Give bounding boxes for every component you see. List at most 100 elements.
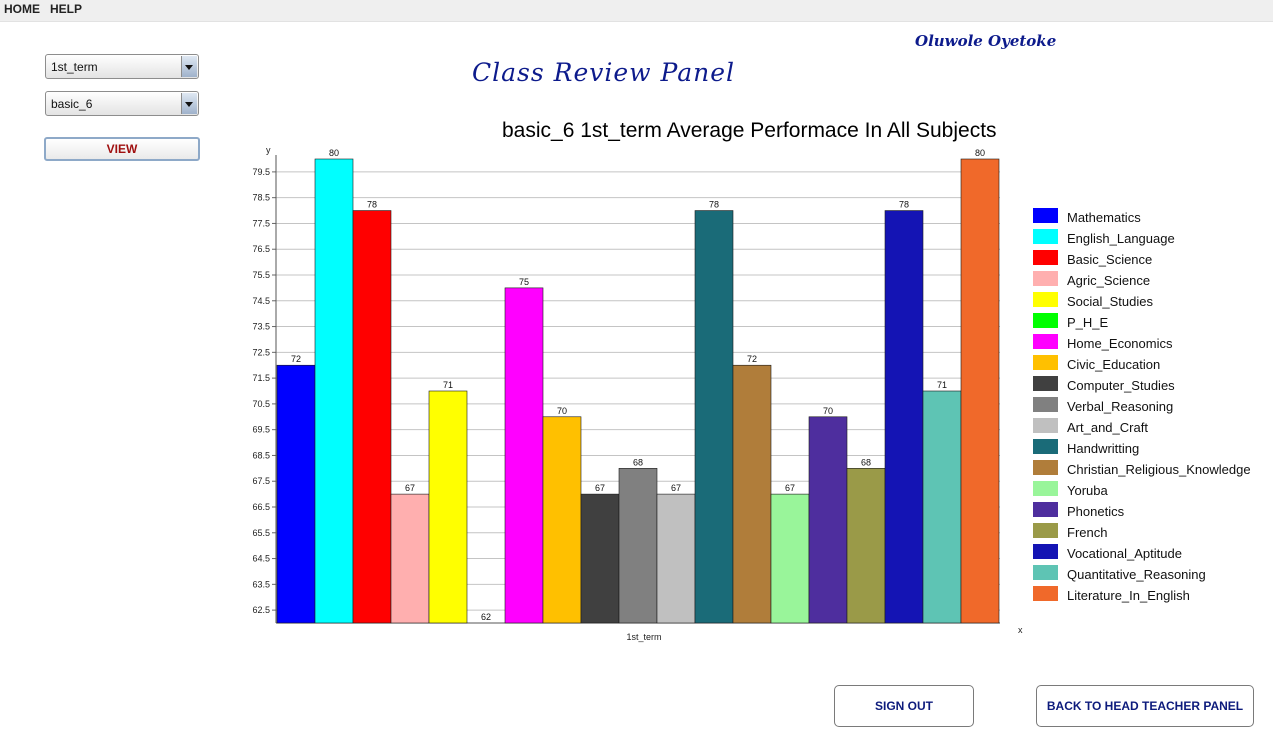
y-tick-label: 63.5 (252, 579, 270, 589)
y-tick-label: 74.5 (252, 296, 270, 306)
legend-swatch (1033, 502, 1058, 517)
back-to-head-teacher-button[interactable]: BACK TO HEAD TEACHER PANEL (1036, 685, 1254, 727)
bar (618, 468, 658, 624)
class-select-value: basic_6 (51, 97, 93, 111)
legend-label: Literature_In_English (1067, 588, 1190, 603)
y-tick-label: 68.5 (252, 450, 270, 460)
bar (656, 493, 696, 624)
chevron-down-icon[interactable] (181, 56, 197, 77)
y-tick-label: 71.5 (252, 373, 270, 383)
term-select-value: 1st_term (51, 60, 98, 74)
bar (922, 390, 962, 624)
bar-value-label: 67 (671, 483, 681, 493)
legend-label: Quantitative_Reasoning (1067, 567, 1206, 582)
legend-swatch (1033, 397, 1058, 412)
bar-value-label: 68 (861, 457, 871, 467)
class-select[interactable]: basic_6 (45, 91, 199, 116)
legend-swatch (1033, 208, 1058, 223)
y-tick-label: 65.5 (252, 528, 270, 538)
legend-label: Yoruba (1067, 483, 1108, 498)
menu-home[interactable]: HOME (4, 2, 40, 16)
y-tick-label: 69.5 (252, 425, 270, 435)
legend-label: Verbal_Reasoning (1067, 399, 1174, 414)
legend-swatch (1033, 481, 1058, 496)
bar (846, 468, 886, 624)
chart-title: basic_6 1st_term Average Performace In A… (502, 119, 997, 142)
bar-value-label: 75 (519, 277, 529, 287)
legend-label: Mathematics (1067, 210, 1141, 225)
x-axis-label: x (1018, 625, 1023, 635)
legend-label: English_Language (1067, 231, 1175, 246)
y-tick-label: 76.5 (252, 244, 270, 254)
menu-help[interactable]: HELP (50, 2, 83, 16)
legend-swatch (1033, 418, 1058, 433)
bar (770, 493, 810, 624)
bar-value-label: 72 (291, 354, 301, 364)
bar (694, 210, 734, 624)
legend-swatch (1033, 523, 1058, 538)
term-select[interactable]: 1st_term (45, 54, 199, 79)
legend-label: Art_and_Craft (1067, 420, 1148, 435)
legend-label: P_H_E (1067, 315, 1109, 330)
bar-value-label: 68 (633, 457, 643, 467)
bar (352, 210, 392, 624)
bar-value-label: 67 (405, 483, 415, 493)
bar-value-label: 72 (747, 354, 757, 364)
category-label: 1st_term (626, 632, 661, 642)
legend-swatch (1033, 313, 1058, 328)
y-tick-label: 62.5 (252, 605, 270, 615)
y-tick-label: 72.5 (252, 347, 270, 357)
y-tick-label: 66.5 (252, 502, 270, 512)
author-name: Oluwole Oyetoke (915, 32, 1057, 50)
y-tick-label: 64.5 (252, 554, 270, 564)
legend-label: Civic_Education (1067, 357, 1161, 372)
legend-label: Basic_Science (1067, 252, 1153, 267)
bar-value-label: 67 (785, 483, 795, 493)
legend-swatch (1033, 565, 1058, 580)
sign-out-button[interactable]: SIGN OUT (834, 685, 974, 727)
bar (884, 210, 924, 624)
view-button[interactable]: VIEW (44, 137, 200, 161)
y-tick-label: 70.5 (252, 399, 270, 409)
y-tick-label: 78.5 (252, 193, 270, 203)
bar (504, 287, 544, 624)
bar-value-label: 70 (557, 406, 567, 416)
legend-swatch (1033, 292, 1058, 307)
legend-label: Social_Studies (1067, 294, 1153, 309)
legend-label: Agric_Science (1067, 273, 1151, 288)
bar (542, 416, 582, 624)
legend-swatch (1033, 250, 1058, 265)
y-tick-label: 73.5 (252, 322, 270, 332)
bar-value-label: 80 (975, 148, 985, 158)
legend-swatch (1033, 376, 1058, 391)
y-tick-label: 67.5 (252, 476, 270, 486)
bar-value-label: 67 (595, 483, 605, 493)
legend-label: Computer_Studies (1067, 378, 1175, 393)
bar-value-label: 62 (481, 612, 491, 622)
legend-label: Phonetics (1067, 504, 1125, 519)
legend-swatch (1033, 460, 1058, 475)
legend-label: Vocational_Aptitude (1067, 546, 1182, 561)
bar (732, 364, 772, 624)
legend-label: Home_Economics (1067, 336, 1173, 351)
chevron-down-icon[interactable] (181, 93, 197, 114)
bar-value-label: 78 (709, 200, 719, 210)
bar (314, 158, 354, 624)
legend-swatch (1033, 439, 1058, 454)
bar-value-label: 80 (329, 148, 339, 158)
bar (808, 416, 848, 624)
menu-bar: HOME HELP (0, 0, 1273, 22)
legend-swatch (1033, 334, 1058, 349)
bar (428, 390, 468, 624)
panel-title: Class Review Panel (472, 58, 736, 87)
y-tick-label: 77.5 (252, 218, 270, 228)
y-tick-label: 79.5 (252, 167, 270, 177)
legend-swatch (1033, 355, 1058, 370)
bar-chart: 62.5 63.5 64.5 65.5 66.5 67.5 68.5 69.5 70.5 71.5… (252, 145, 1023, 642)
bar-value-label: 78 (367, 200, 377, 210)
legend-swatch (1033, 586, 1058, 601)
legend-label: Handwritting (1067, 441, 1140, 456)
y-axis-label: y (266, 145, 271, 155)
bar-value-label: 70 (823, 406, 833, 416)
legend-label: Christian_Religious_Knowledge (1067, 462, 1251, 477)
